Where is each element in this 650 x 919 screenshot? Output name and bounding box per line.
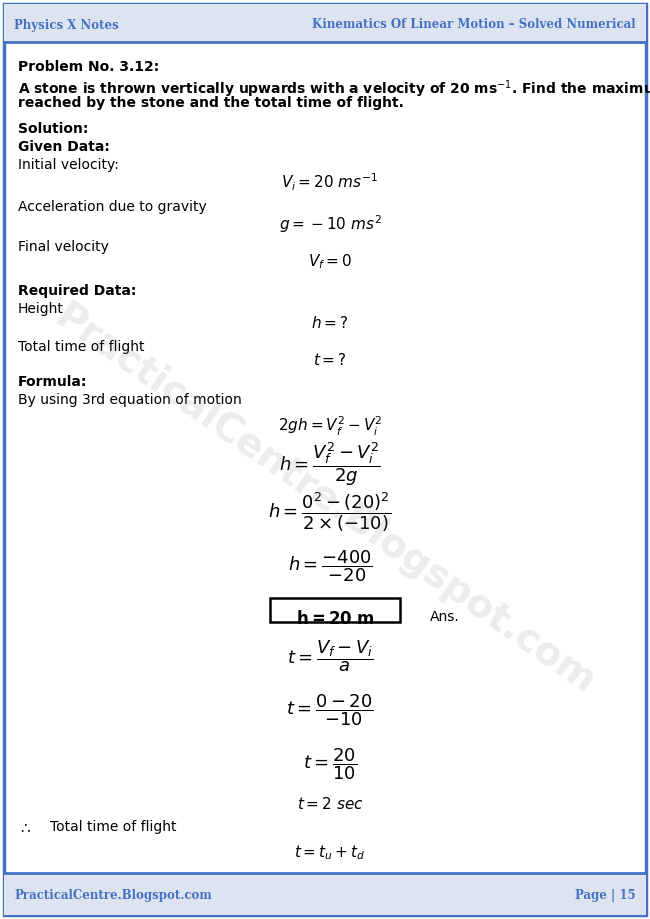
Text: Final velocity: Final velocity	[18, 240, 109, 254]
Text: reached by the stone and the total time of flight.: reached by the stone and the total time …	[18, 96, 404, 110]
Text: $t =?$: $t =?$	[313, 352, 347, 368]
Text: Given Data:: Given Data:	[18, 140, 110, 154]
Text: Solution:: Solution:	[18, 122, 88, 136]
Text: $t = 2\ sec$: $t = 2\ sec$	[296, 796, 363, 812]
Text: Total time of flight: Total time of flight	[18, 340, 144, 354]
Text: Total time of flight: Total time of flight	[50, 820, 177, 834]
Text: $h = \dfrac{V_f^2 - V_i^2}{2g}$: $h = \dfrac{V_f^2 - V_i^2}{2g}$	[279, 440, 381, 488]
Text: $2gh = V_f^2 - V_i^2$: $2gh = V_f^2 - V_i^2$	[278, 415, 382, 438]
Text: $t = \dfrac{20}{10}$: $t = \dfrac{20}{10}$	[303, 746, 357, 782]
Text: Problem No. 3.12:: Problem No. 3.12:	[18, 60, 159, 74]
Bar	[4, 4, 646, 42]
Text: PracticalCentre.Blogspot.com: PracticalCentre.Blogspot.com	[47, 298, 603, 702]
Text: $t = t_u + t_d$: $t = t_u + t_d$	[294, 843, 366, 862]
Text: Formula:: Formula:	[18, 375, 87, 389]
Text: Initial velocity:: Initial velocity:	[18, 158, 119, 172]
Text: $V_i = 20\ ms^{-1}$: $V_i = 20\ ms^{-1}$	[281, 172, 378, 193]
Text: Required Data:: Required Data:	[18, 284, 136, 298]
Text: Page | 15: Page | 15	[575, 890, 636, 902]
Text: By using 3rd equation of motion: By using 3rd equation of motion	[18, 393, 242, 407]
Text: A stone is thrown vertically upwards with a velocity of 20 ms$^{-1}$. Find the m: A stone is thrown vertically upwards wit…	[18, 78, 650, 99]
Text: Acceleration due to gravity: Acceleration due to gravity	[18, 200, 207, 214]
Text: $t = \dfrac{V_f - V_i}{a}$: $t = \dfrac{V_f - V_i}{a}$	[287, 638, 373, 674]
Bar	[270, 598, 400, 622]
Text: $h = \dfrac{-400}{-20}$: $h = \dfrac{-400}{-20}$	[287, 548, 372, 584]
Text: $V_f = 0$: $V_f = 0$	[308, 252, 352, 271]
Text: Physics X Notes: Physics X Notes	[14, 18, 119, 31]
Text: Kinematics Of Linear Motion – Solved Numerical: Kinematics Of Linear Motion – Solved Num…	[313, 18, 636, 31]
Text: $g = -10\ ms^{2}$: $g = -10\ ms^{2}$	[279, 213, 382, 234]
Text: PracticalCentre.Blogspot.com: PracticalCentre.Blogspot.com	[14, 890, 212, 902]
Text: $h =?$: $h =?$	[311, 315, 348, 331]
Text: $t = \dfrac{0 - 20}{-10}$: $t = \dfrac{0 - 20}{-10}$	[286, 692, 374, 728]
Text: $\mathbf{h = 20\ m}$: $\mathbf{h = 20\ m}$	[296, 610, 374, 628]
Text: $h = \dfrac{0^2 - (20)^2}{2 \times (-10)}$: $h = \dfrac{0^2 - (20)^2}{2 \times (-10)…	[268, 490, 392, 534]
Text: $\therefore$: $\therefore$	[18, 820, 32, 835]
Bar	[4, 873, 646, 915]
Text: Height: Height	[18, 302, 64, 316]
Text: Ans.: Ans.	[430, 610, 460, 624]
